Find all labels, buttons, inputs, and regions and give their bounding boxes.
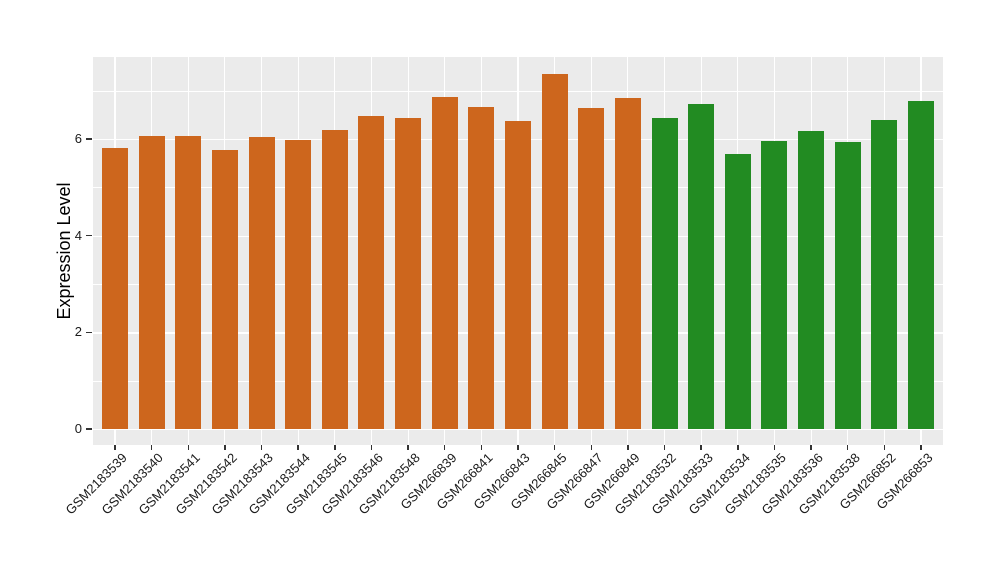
y-tick-label: 0 xyxy=(74,421,82,436)
x-tick xyxy=(663,445,666,450)
y-tick xyxy=(86,234,92,237)
x-tick xyxy=(370,445,373,450)
bar xyxy=(138,136,165,429)
x-tick xyxy=(407,445,409,450)
x-tick xyxy=(517,445,519,450)
x-tick xyxy=(444,445,446,450)
bar xyxy=(761,140,788,429)
x-tick xyxy=(150,445,153,450)
x-tick xyxy=(847,445,849,450)
bar xyxy=(358,116,385,429)
x-tick xyxy=(627,445,629,450)
x-tick xyxy=(590,445,592,450)
y-tick xyxy=(86,331,92,334)
y-tick-label: 6 xyxy=(74,131,82,147)
bar xyxy=(724,153,751,429)
x-tick xyxy=(920,445,922,450)
bar xyxy=(468,106,495,429)
x-tick-label: GSM2183539 xyxy=(62,450,130,518)
x-tick xyxy=(553,445,556,450)
bar xyxy=(871,120,898,429)
bar xyxy=(688,104,715,429)
bar xyxy=(248,137,275,429)
bar xyxy=(285,140,312,429)
x-tick xyxy=(480,445,483,450)
bar xyxy=(321,130,348,429)
x-tick xyxy=(114,445,116,450)
plot-panel xyxy=(93,57,943,445)
x-tick xyxy=(883,445,886,450)
x-tick xyxy=(700,445,702,450)
x-tick xyxy=(773,445,776,450)
y-tick xyxy=(86,138,92,140)
bar xyxy=(211,149,238,429)
bar xyxy=(431,97,458,429)
bar xyxy=(578,107,605,429)
y-tick-label: 2 xyxy=(74,324,82,340)
x-tick xyxy=(737,445,739,450)
bar xyxy=(614,98,641,429)
x-tick xyxy=(297,445,299,450)
x-tick xyxy=(224,445,226,450)
bar xyxy=(395,118,422,429)
bar xyxy=(651,117,678,429)
bar xyxy=(798,130,825,429)
x-tick xyxy=(810,445,812,450)
bar xyxy=(541,73,568,429)
bar xyxy=(101,148,128,429)
bar xyxy=(505,121,531,429)
bar xyxy=(834,142,861,429)
bar xyxy=(175,136,202,429)
x-tick xyxy=(187,445,189,450)
y-tick-label: 4 xyxy=(74,227,82,243)
x-tick xyxy=(334,445,336,450)
bar xyxy=(908,100,935,429)
y-tick xyxy=(86,428,92,430)
x-tick xyxy=(260,445,263,450)
